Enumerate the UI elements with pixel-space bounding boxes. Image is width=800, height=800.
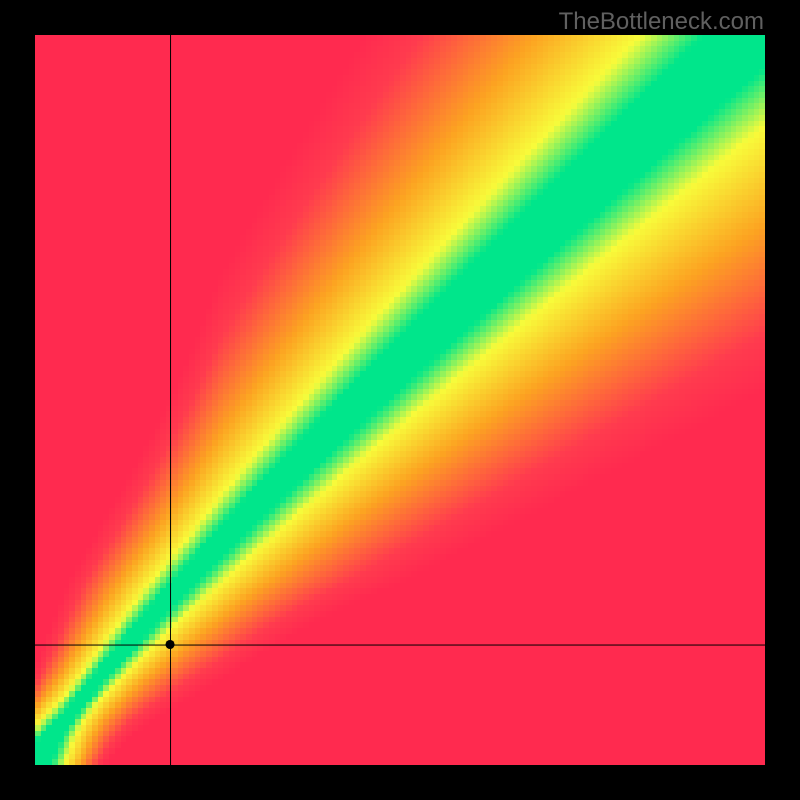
watermark-text: TheBottleneck.com [559,8,764,36]
bottleneck-heatmap [35,35,765,765]
chart-container: TheBottleneck.com [0,0,800,800]
